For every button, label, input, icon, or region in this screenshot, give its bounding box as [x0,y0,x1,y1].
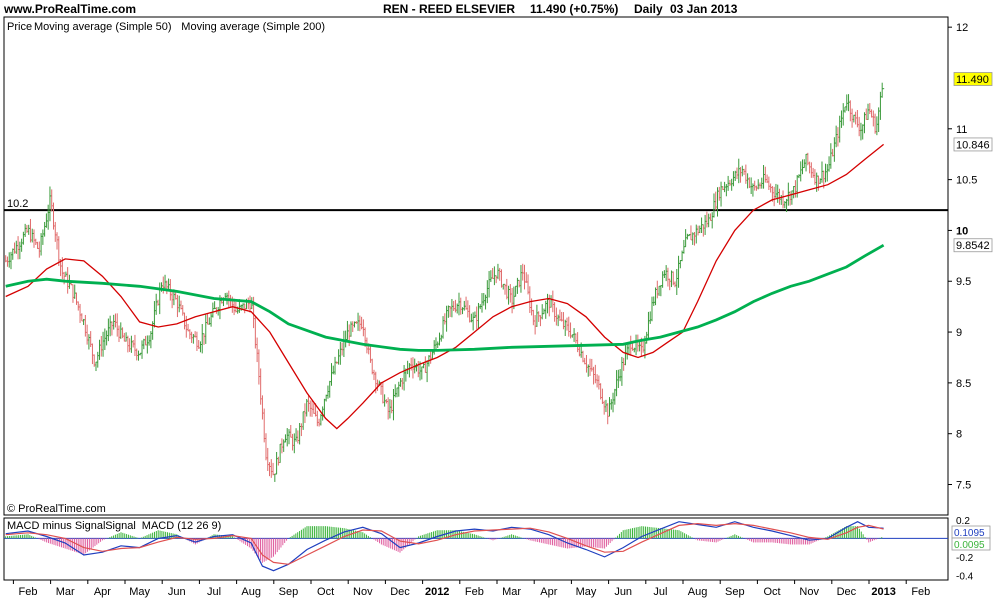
xtick-label: Nov [353,586,373,598]
hline-label: 10.2 [7,198,28,210]
xtick-label: Jun [168,586,186,598]
price-ytick-label: 12 [956,22,968,34]
xtick-label: Mar [502,586,521,598]
price-y-axis: 7.5 8 8.5 9 9.5 10 10.5 11 12 11.490 10.846 9.8542 [948,22,993,492]
last-value-badge [953,72,993,86]
period-label: Daily [634,2,663,16]
xtick-label: 2013 [871,586,895,598]
xtick-label: Feb [19,586,38,598]
xtick-label: Feb [911,586,930,598]
price-ytick-label: 11 [956,124,967,136]
macd-histogram [5,526,883,563]
price-ytick-label: 10.5 [956,175,977,187]
price-ytick-label: 8 [956,429,962,441]
macd-panel[interactable] [3,517,949,581]
xtick-label: Oct [317,586,334,598]
price-panel[interactable] [3,16,949,516]
last-value-label: 9.8542 [956,240,990,252]
price-ytick-label: 9 [956,327,962,339]
xtick-label: Apr [94,586,111,598]
last-value-badge [953,137,993,152]
xtick-label: Jul [653,586,667,598]
xtick-label: Aug [241,586,261,598]
instrument-title: REN - REED ELSEVIER [383,2,515,16]
copyright: © ProRealTime.com [7,503,106,515]
xtick-label: Jun [614,586,632,598]
last-value-badge [953,238,993,253]
macd-ytick-label: -0.2 [956,553,974,564]
xtick-label: Apr [540,586,557,598]
macd-ytick-label: 0.2 [956,516,970,527]
price-ytick-label: 7.5 [956,480,971,492]
macd-legend-item: Signal [105,520,136,532]
xtick-label: 2012 [425,586,449,598]
xtick-label: Mar [56,586,75,598]
xtick-label: Dec [837,586,857,598]
xtick-label: Feb [465,586,484,598]
macd-line [5,521,884,572]
price-ytick-label: 9.5 [956,276,971,288]
xtick-label: May [576,586,597,598]
macd-plot [4,521,948,572]
price-ytick-label: 8.5 [956,378,971,390]
macd-legend-item: MACD minus Signal [7,520,105,532]
price-plot: 10.2 [4,82,948,482]
ma200-line [5,243,885,352]
site-url[interactable]: www.ProRealTime.com [3,2,136,16]
xtick-label: May [129,586,150,598]
price-legend-item: Moving average (Simple 50) [34,21,172,33]
xtick-label: Dec [390,586,410,598]
ma50-line [5,143,885,430]
macd-last-label: 0.1095 [954,528,985,539]
xtick-label: Sep [725,586,745,598]
macd-last-label: 0.0095 [954,540,985,551]
xtick-label: Sep [279,586,299,598]
signal-line [5,522,884,565]
price-ytick-label: 10 [956,225,968,237]
xtick-label: Aug [688,586,708,598]
macd-last-badge [951,537,991,551]
xtick-label: Oct [763,586,780,598]
macd-legend-item: MACD (12 26 9) [142,520,221,532]
last-quote: 11.490 (+0.75%) [530,2,618,16]
xtick-label: Nov [799,586,819,598]
macd-ytick-label: -0.4 [956,571,974,582]
price-legend-item: Moving average (Simple 200) [181,21,325,33]
header-date: 03 Jan 2013 [670,2,738,16]
price-legend-item: Price [7,21,32,33]
last-value-label: 10.846 [956,139,990,151]
last-value-label: 11.490 [956,74,989,86]
macd-legend: MACD minus Signal Signal MACD (12 26 9) [7,520,221,532]
price-legend: Price Moving average (Simple 50) Moving av… [7,21,325,33]
xtick-label: Jul [207,586,221,598]
x-axis: Feb Mar Apr May Jun Jul Aug Sep Oct Nov Dec 2012 Feb… [12,580,930,598]
